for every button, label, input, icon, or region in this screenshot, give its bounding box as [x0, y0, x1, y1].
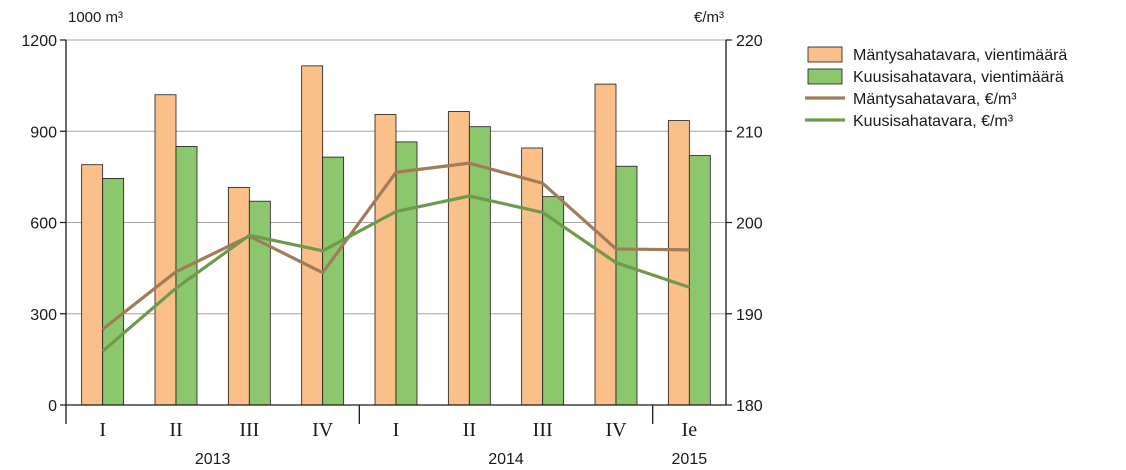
left-tick-label: 900: [30, 124, 57, 141]
left-tick-label: 300: [30, 307, 57, 324]
lines: [101, 161, 690, 353]
bar-spruce: [322, 156, 345, 406]
bars: [81, 65, 711, 406]
bar-spruce: [248, 200, 271, 406]
category-label: III: [533, 419, 553, 441]
left-tick-label: 600: [30, 216, 57, 233]
year-label: 2014: [488, 451, 524, 468]
category-label: II: [169, 419, 182, 441]
right-tick-label: 210: [736, 124, 763, 141]
bar-pine: [374, 114, 397, 406]
legend-label: Kuusisahatavara, vientimäärä: [853, 69, 1064, 86]
bar-spruce: [688, 155, 711, 406]
bar-pine: [447, 111, 470, 406]
axes: 0 180 300 190 600 200 900 210 1200 220 1000 m³ €/m³…: [21, 9, 762, 468]
left-tick-label: 0: [48, 398, 57, 415]
bar-spruce: [542, 196, 565, 406]
year-label: 2015: [672, 451, 708, 468]
legend: Mäntysahatavara, vientimäärä Kuusisahatav…: [805, 46, 1067, 130]
legend-label: Mäntysahatavara, vientimäärä: [853, 47, 1067, 64]
bar-pine: [521, 147, 544, 406]
bar-pine: [667, 120, 690, 406]
category-label: IV: [605, 419, 627, 441]
line-pine-price: [101, 161, 690, 331]
legend-label: Kuusisahatavara, €/m³: [853, 113, 1014, 130]
right-axis-unit: €/m³: [694, 9, 724, 26]
right-tick-label: 180: [736, 398, 763, 415]
right-tick-label: 190: [736, 307, 763, 324]
category-label: I: [99, 419, 106, 441]
bar-spruce: [102, 177, 125, 406]
left-axis-unit: 1000 m³: [68, 9, 123, 26]
category-label: IV: [312, 419, 334, 441]
line-spruce-price: [101, 194, 690, 353]
legend-label: Mäntysahatavara, €/m³: [853, 91, 1017, 108]
bar-spruce: [615, 165, 638, 406]
bar-pine: [227, 187, 250, 406]
legend-swatch: [807, 46, 843, 63]
right-tick-label: 200: [736, 216, 763, 233]
bar-pine: [81, 164, 104, 406]
right-tick-label: 220: [736, 33, 763, 50]
bar-spruce: [395, 141, 418, 406]
category-label: II: [463, 419, 476, 441]
left-tick-label: 1200: [21, 33, 57, 50]
bar-pine: [301, 65, 324, 406]
year-label: 2013: [195, 451, 231, 468]
category-label: III: [239, 419, 259, 441]
bar-pine: [154, 94, 177, 406]
category-label: Ie: [682, 419, 698, 441]
legend-swatch: [807, 68, 843, 85]
category-label: I: [393, 419, 400, 441]
